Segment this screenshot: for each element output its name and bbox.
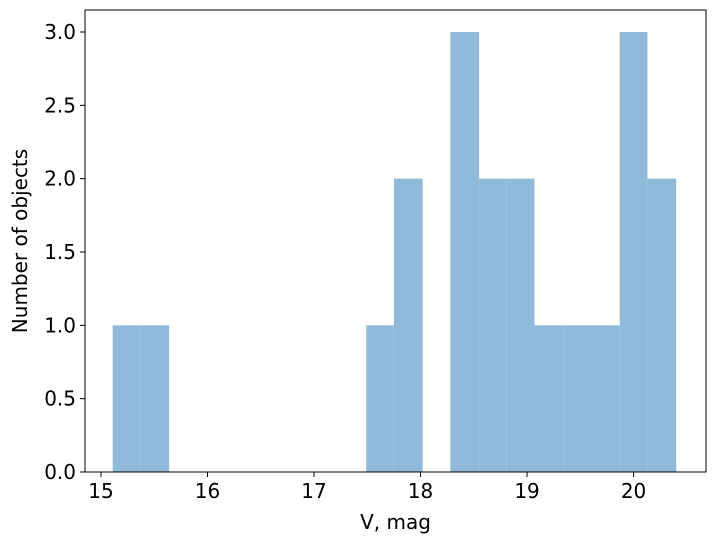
y-axis-label: Number of objects	[8, 149, 32, 333]
histogram-bar	[506, 178, 535, 473]
plot-frame	[84, 9, 707, 473]
y-tick-label: 0.0	[44, 460, 76, 484]
bars-group	[112, 32, 677, 473]
x-tick-label: 19	[514, 479, 539, 503]
x-axis-ticks: 15 16 17 18 19 20	[88, 472, 646, 503]
y-tick-label: 1.5	[44, 240, 76, 264]
x-tick-label: 16	[195, 479, 220, 503]
y-tick-label: 3.0	[44, 20, 76, 44]
histogram-bar	[450, 32, 480, 472]
histogram-bar	[534, 325, 564, 472]
x-axis-label: V, mag	[360, 510, 431, 534]
x-tick-label: 17	[301, 479, 326, 503]
histogram-bar	[479, 178, 507, 473]
histogram-bar	[112, 325, 141, 472]
y-axis-ticks: 0.0 0.5 1.0 1.5 2.0 2.5 3.0	[44, 20, 85, 484]
histogram-bar	[366, 325, 394, 472]
y-tick-label: 2.0	[44, 167, 76, 191]
histogram-bar	[140, 325, 170, 472]
histogram-bar	[563, 325, 591, 472]
x-tick-label: 20	[621, 479, 646, 503]
histogram-bar	[647, 178, 677, 473]
histogram-bar	[590, 325, 620, 472]
x-tick-label: 18	[408, 479, 433, 503]
y-tick-label: 0.5	[44, 387, 76, 411]
histogram-bar	[393, 178, 423, 473]
y-tick-label: 1.0	[44, 313, 76, 337]
histogram-bar	[619, 32, 648, 472]
y-tick-label: 2.5	[44, 93, 76, 117]
x-tick-label: 15	[88, 479, 113, 503]
